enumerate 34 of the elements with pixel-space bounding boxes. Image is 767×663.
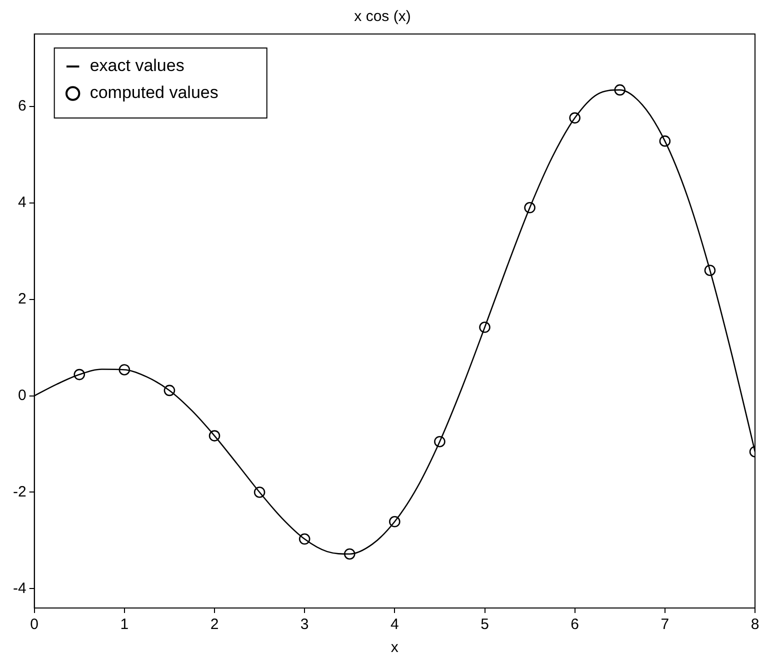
point	[298, 533, 310, 545]
point	[74, 368, 86, 380]
x-tick-label: 4	[390, 616, 399, 634]
point	[389, 516, 400, 528]
y-tick-label: 0	[18, 386, 26, 404]
x-tick-label: 2	[210, 616, 219, 634]
x-tick-label: 8	[750, 616, 760, 634]
y-tick-label: -2	[12, 483, 26, 500]
point	[479, 322, 490, 333]
x-tick-label: 5	[480, 616, 489, 634]
point	[704, 264, 716, 276]
y-tick-label: 2	[18, 290, 26, 308]
point	[344, 548, 356, 560]
x-tick-label: 6	[570, 616, 580, 634]
x-tick-label: 0	[30, 616, 39, 634]
point	[164, 384, 176, 396]
point	[208, 430, 220, 442]
y-tick-label: -4	[12, 580, 26, 597]
y-tick-label: 6	[18, 97, 26, 114]
x-tick-label: 7	[660, 616, 670, 634]
point	[569, 112, 580, 124]
point	[254, 486, 266, 498]
legend-label: computed values	[90, 83, 218, 102]
point	[524, 202, 536, 214]
point	[118, 364, 130, 376]
point	[434, 436, 446, 448]
legend-label: exact values	[90, 56, 184, 76]
y-tick-label: 4	[18, 194, 26, 211]
x-axis-title: x	[390, 639, 399, 656]
x-tick-label: 1	[120, 616, 129, 634]
chart-title: x cos (x)	[354, 8, 411, 26]
point	[614, 84, 626, 96]
x-tick-label: 3	[300, 616, 309, 634]
point	[659, 135, 671, 147]
